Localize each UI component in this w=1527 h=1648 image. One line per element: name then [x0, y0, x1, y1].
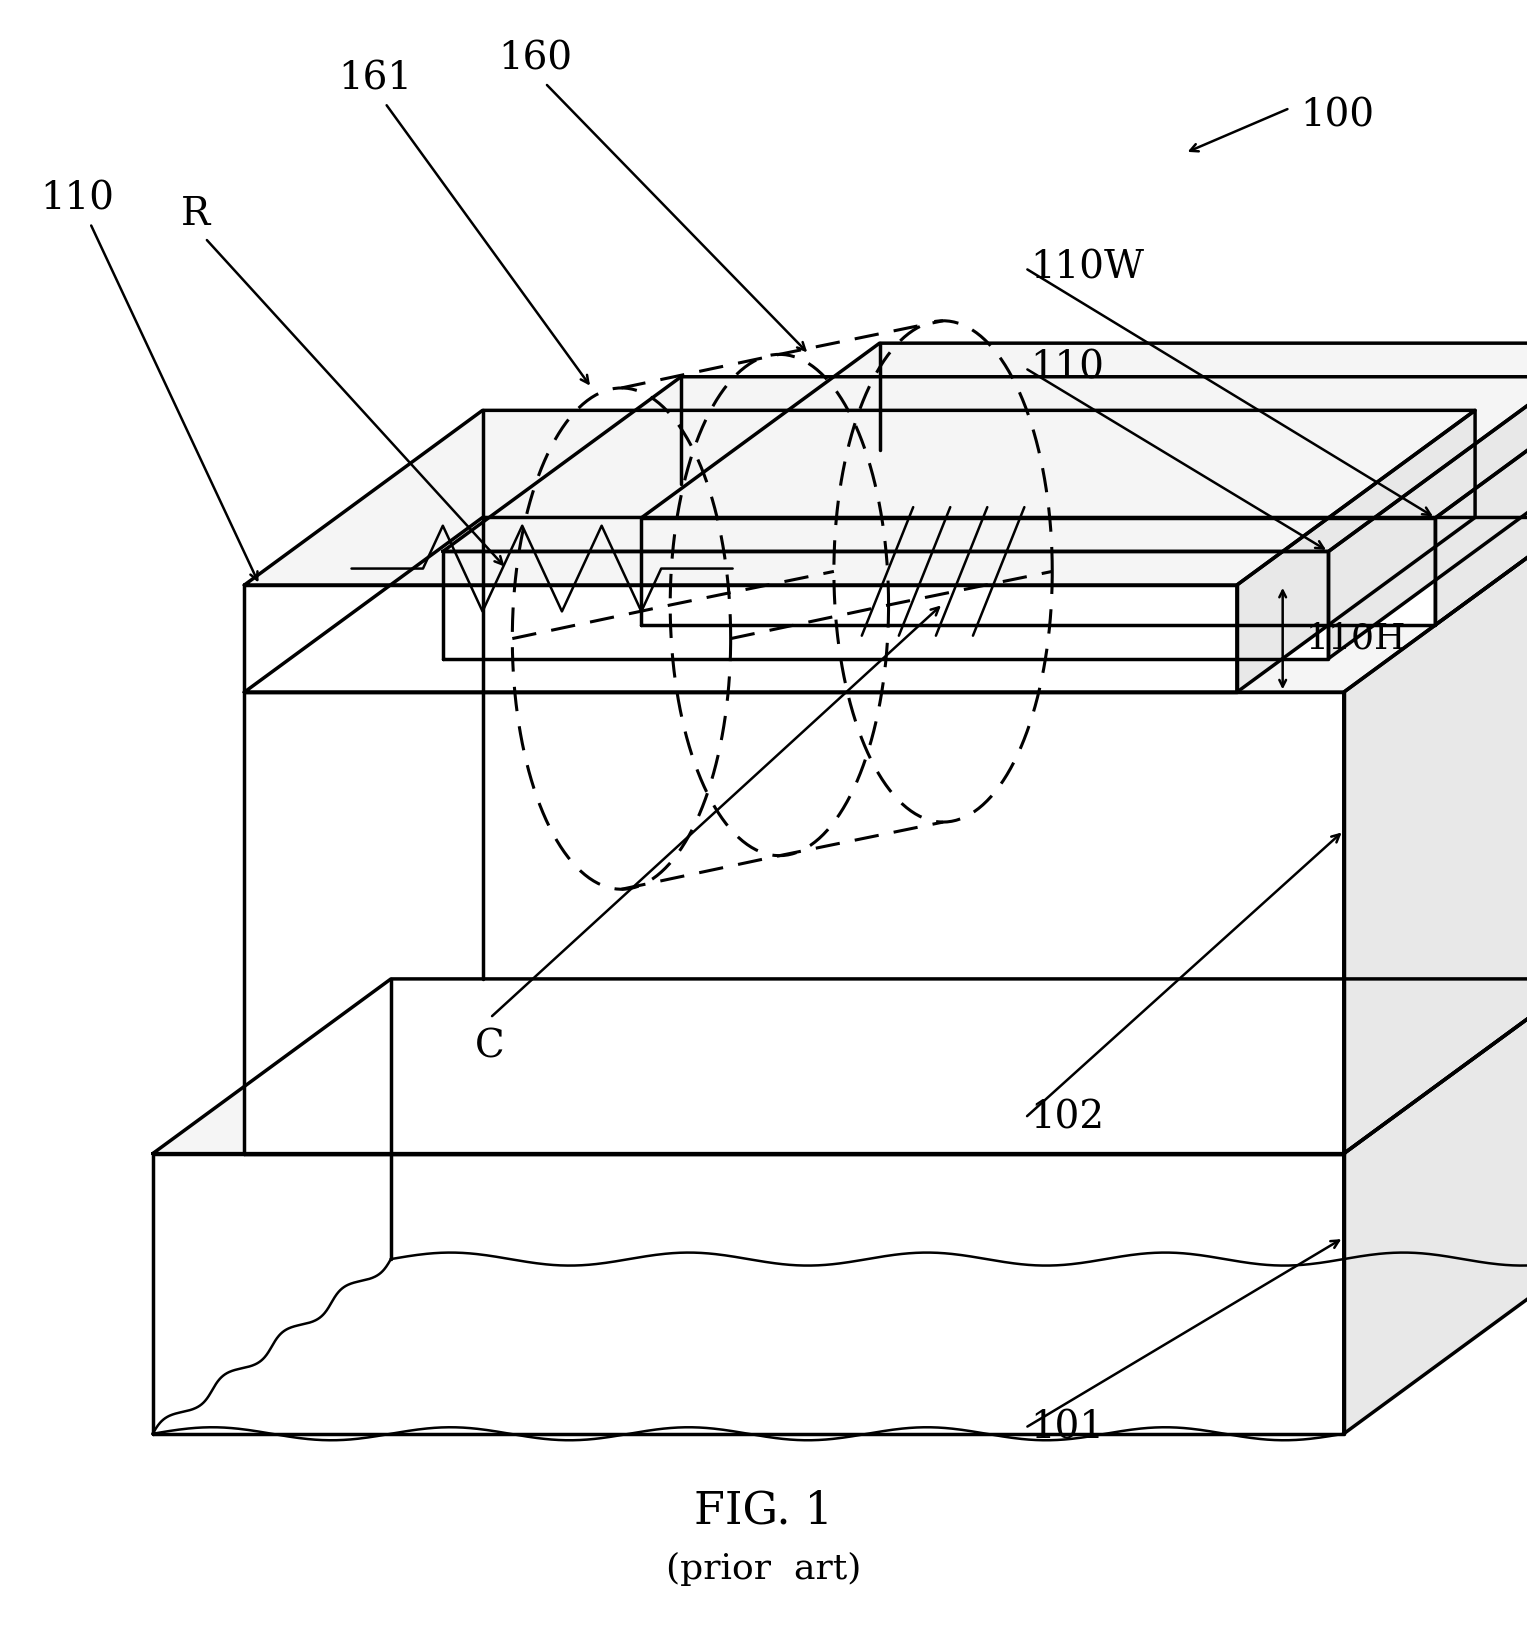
Polygon shape — [153, 1154, 1344, 1434]
Polygon shape — [1328, 377, 1527, 659]
Polygon shape — [244, 585, 1237, 692]
Polygon shape — [443, 552, 1328, 659]
Text: FIG. 1: FIG. 1 — [695, 1490, 832, 1533]
Text: 110W: 110W — [1031, 249, 1144, 287]
Polygon shape — [641, 517, 1435, 625]
Text: 110: 110 — [40, 181, 115, 218]
Polygon shape — [244, 410, 1475, 585]
Text: (prior  art): (prior art) — [666, 1552, 861, 1585]
Text: C: C — [475, 1028, 505, 1065]
Text: 110H: 110H — [1306, 621, 1406, 656]
Polygon shape — [641, 343, 1527, 517]
Text: 102: 102 — [1031, 1099, 1104, 1137]
Polygon shape — [244, 517, 1527, 692]
Text: R: R — [180, 196, 209, 232]
Text: 100: 100 — [1299, 97, 1374, 135]
Text: 161: 161 — [337, 61, 412, 97]
Polygon shape — [1344, 517, 1527, 1154]
Polygon shape — [443, 377, 1527, 552]
Polygon shape — [1344, 979, 1527, 1434]
Polygon shape — [1435, 343, 1527, 625]
Text: 101: 101 — [1031, 1409, 1104, 1447]
Text: 110: 110 — [1031, 349, 1104, 387]
Polygon shape — [153, 979, 1527, 1154]
Polygon shape — [244, 692, 1344, 1154]
Polygon shape — [1237, 410, 1475, 692]
Text: 160: 160 — [498, 41, 573, 77]
